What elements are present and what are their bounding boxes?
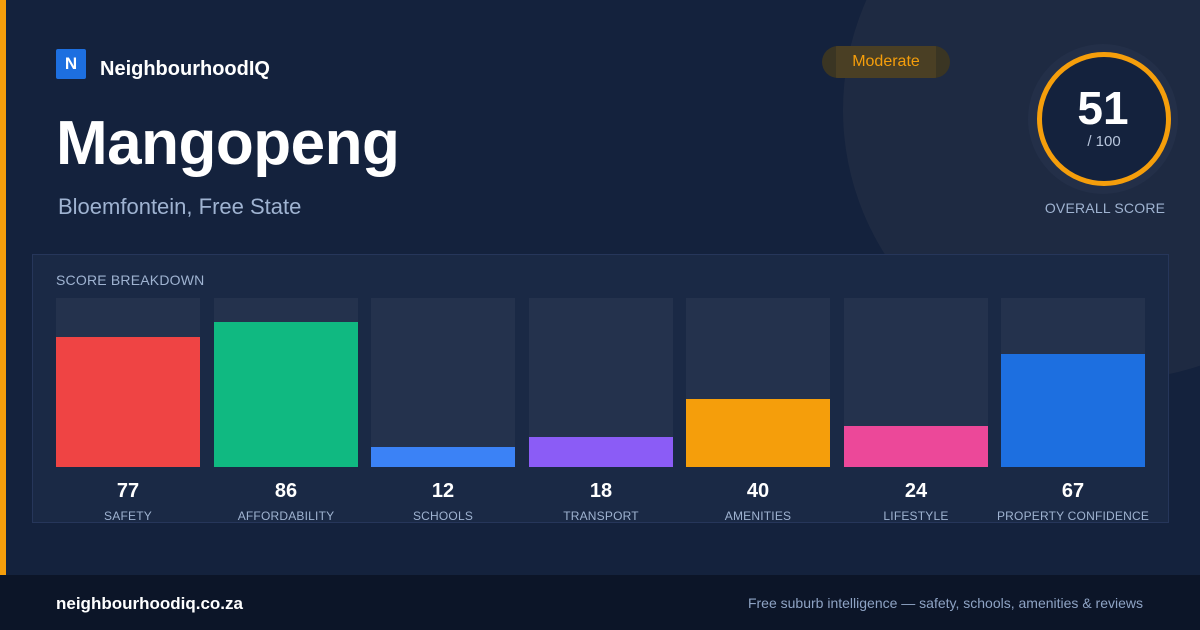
bar-value: 24 <box>904 480 928 502</box>
brand-name: NeighbourhoodIQ <box>100 58 270 80</box>
bar-safety: 77 SAFETY <box>56 298 200 524</box>
bar-amenities: 40 AMENITIES <box>686 298 830 524</box>
bar-lifestyle: 24 LIFESTYLE <box>844 298 988 524</box>
overall-score-label: OVERALL SCORE <box>1044 200 1166 216</box>
bar-fill <box>686 399 830 467</box>
bar-property-confidence: 67 PROPERTY CONFIDENCE <box>997 298 1149 524</box>
bar-fill <box>844 426 988 467</box>
breakdown-bars: 77 SAFETY 86 AFFORDABILITY 12 SCHOOLS 18 TRANSP… <box>56 298 1149 524</box>
accent-bar <box>0 0 6 575</box>
bar-value: 40 <box>746 480 770 502</box>
rating-badge-label: Moderate <box>836 46 936 78</box>
bar-fill <box>1001 354 1145 467</box>
bar-value: 67 <box>1061 480 1085 502</box>
bar-value: 18 <box>589 480 613 502</box>
score-breakdown-panel: SCORE BREAKDOWN 77 SAFETY 86 AFFORDABILITY 1… <box>32 254 1169 523</box>
bar-label: SAFETY <box>104 509 152 523</box>
bar-label: TRANSPORT <box>563 509 639 523</box>
bar-track <box>1001 298 1145 467</box>
rating-badge: Moderate <box>822 46 950 78</box>
bar-transport: 18 TRANSPORT <box>529 298 673 524</box>
bar-fill <box>371 447 515 467</box>
footer: neighbourhoodiq.co.za Free suburb intell… <box>0 575 1200 630</box>
suburb-title: Mangopeng <box>56 109 400 178</box>
bar-label: AFFORDABILITY <box>237 509 335 523</box>
bar-track <box>686 298 830 467</box>
overall-score-value: 51 <box>1077 82 1129 134</box>
bar-track <box>371 298 515 467</box>
bar-track <box>214 298 358 467</box>
bar-label: LIFESTYLE <box>883 509 949 523</box>
breakdown-title: SCORE BREAKDOWN <box>56 272 205 288</box>
bar-track <box>56 298 200 467</box>
footer-url: neighbourhoodiq.co.za <box>56 594 243 613</box>
bar-label: SCHOOLS <box>412 509 474 523</box>
bar-schools: 12 SCHOOLS <box>371 298 515 524</box>
bar-fill <box>214 322 358 467</box>
bar-track <box>844 298 988 467</box>
overall-score-gauge: 51 / 100 <box>1028 44 1178 194</box>
suburb-location: Bloemfontein, Free State <box>58 194 302 219</box>
score-ring <box>1037 52 1171 186</box>
share-card: N NeighbourhoodIQ Mangopeng Bloemfontein… <box>0 0 1178 575</box>
bar-fill <box>56 337 200 467</box>
bar-value: 86 <box>274 480 298 502</box>
bar-label: PROPERTY CONFIDENCE <box>996 509 1150 523</box>
bar-value: 77 <box>116 480 140 502</box>
overall-score-max: / 100 <box>1087 133 1121 150</box>
bar-affordability: 86 AFFORDABILITY <box>214 298 358 524</box>
brand: N NeighbourhoodIQ <box>56 46 270 81</box>
brand-logo-icon: N <box>56 48 86 79</box>
footer-tagline: Free suburb intelligence — safety, schoo… <box>747 595 1143 611</box>
bar-fill <box>529 437 673 467</box>
bar-label: AMENITIES <box>724 509 792 523</box>
bar-value: 12 <box>431 480 455 502</box>
bar-track <box>529 298 673 467</box>
